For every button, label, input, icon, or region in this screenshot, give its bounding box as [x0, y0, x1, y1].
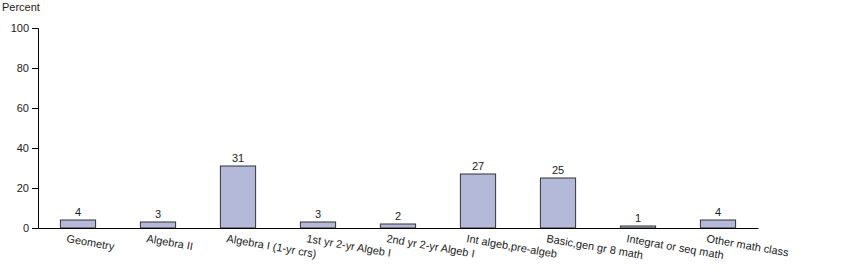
data-label: 27	[472, 160, 484, 172]
x-tick: Other math class	[706, 232, 790, 258]
bars	[60, 166, 735, 228]
y-tick-label: 40	[17, 142, 29, 154]
bar	[220, 166, 255, 228]
x-tick-label: Algebra I (1-yr crs)	[226, 232, 318, 260]
y-tick: 0	[23, 222, 38, 234]
bar	[540, 178, 575, 228]
chart: 0 20 40 60 80 100 Geometry Algebra II Algebra I …	[0, 0, 848, 276]
x-tick: Geometry	[66, 232, 116, 252]
y-tick-mark	[32, 228, 38, 229]
y-tick-mark	[32, 188, 38, 189]
x-tick: 1st yr 2-yr Algeb I	[306, 232, 392, 259]
data-label: 3	[315, 208, 321, 220]
x-tick-label: Geometry	[66, 232, 116, 252]
y-axis: 0 20 40 60 80 100	[11, 22, 39, 234]
plot: 0 20 40 60 80 100 Geometry Algebra II Algebra I …	[11, 22, 790, 261]
y-axis-line	[32, 29, 39, 229]
x-axis-line	[39, 228, 759, 229]
x-tick-label: 1st yr 2-yr Algeb I	[306, 232, 392, 259]
data-label: 3	[155, 208, 161, 220]
y-tick-label: 100	[11, 22, 29, 34]
y-tick: 100	[11, 22, 38, 34]
y-tick-mark	[32, 108, 38, 109]
data-label: 25	[552, 164, 564, 176]
data-label: 2	[395, 210, 401, 222]
y-tick-mark	[32, 68, 38, 69]
data-label: 4	[75, 206, 81, 218]
x-axis: Geometry Algebra II Algebra I (1-yr crs)1s…	[39, 229, 791, 262]
x-tick-label: Algebra II	[146, 232, 194, 252]
bar	[380, 224, 415, 228]
y-tick-label: 80	[17, 62, 29, 74]
x-tick-label: Int algeb,pre-algeb	[466, 232, 558, 260]
y-tick: 40	[17, 142, 38, 154]
y-tick: 20	[17, 182, 38, 194]
bar	[700, 220, 735, 228]
data-label: 4	[715, 206, 721, 218]
bar	[140, 222, 175, 228]
bar	[460, 174, 495, 228]
y-tick-label: 20	[17, 182, 29, 194]
y-tick-mark	[32, 28, 38, 29]
data-labels: 4 3 31 3 2 27 25 1 4	[75, 152, 721, 224]
y-tick-mark	[32, 148, 38, 149]
data-label: 31	[232, 152, 244, 164]
y-tick: 60	[17, 102, 38, 114]
x-tick: Int algeb,pre-algeb	[466, 232, 558, 260]
bar	[300, 222, 335, 228]
x-tick: Algebra I (1-yr crs)	[226, 232, 318, 260]
y-axis-title: Percent	[2, 1, 40, 13]
x-tick-label: Other math class	[706, 232, 790, 258]
bar	[620, 226, 655, 228]
y-tick: 80	[17, 62, 38, 74]
x-tick: 2nd yr 2-yr Algeb I	[386, 232, 476, 259]
data-label: 1	[635, 212, 641, 224]
x-tick: Algebra II	[146, 232, 194, 252]
y-tick-label: 60	[17, 102, 29, 114]
bar	[60, 220, 95, 228]
y-tick-label: 0	[23, 222, 29, 234]
x-tick-label: 2nd yr 2-yr Algeb I	[386, 232, 476, 259]
